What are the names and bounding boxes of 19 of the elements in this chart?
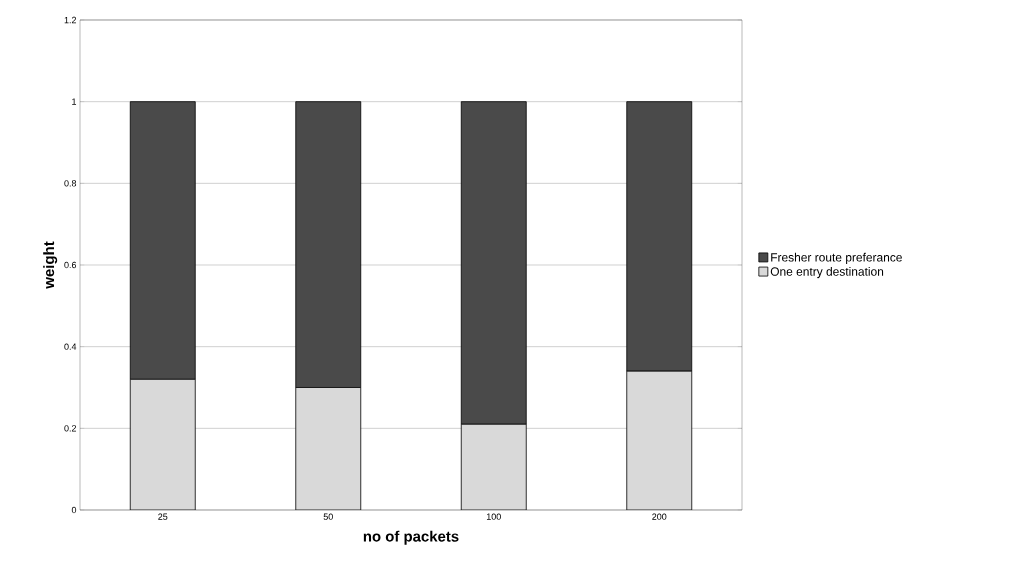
x-tick-label: 25 xyxy=(158,513,168,520)
y-tick-label: 1 xyxy=(72,98,77,105)
bar xyxy=(626,370,693,510)
y-tick-label: 0 xyxy=(71,506,77,514)
y-axis-title: weight xyxy=(43,241,58,289)
y-tick-label: 1.2 xyxy=(64,16,77,24)
x-tick-label: 200 xyxy=(652,513,667,520)
y-tick-label: 0.8 xyxy=(64,180,77,187)
bar xyxy=(295,387,362,510)
y-tick-label: 0.2 xyxy=(64,425,77,432)
bar xyxy=(129,378,196,510)
y-tick-label: 0.6 xyxy=(64,261,77,269)
x-axis-title: no of packets xyxy=(363,530,459,545)
legend-label: Fresher route preferance xyxy=(771,252,902,264)
x-tick-label: 50 xyxy=(323,513,333,520)
x-tick-label: 100 xyxy=(486,513,501,520)
bar xyxy=(460,423,527,510)
y-tick-label: 0.4 xyxy=(64,343,77,350)
legend-label: One entry destination xyxy=(770,267,884,279)
